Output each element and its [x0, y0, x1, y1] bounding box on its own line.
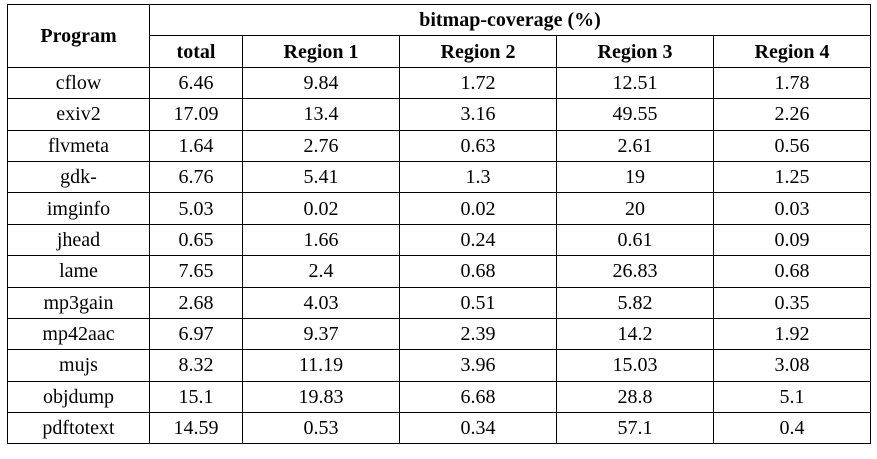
region-3-cell: 15.03 [556, 349, 714, 382]
total-cell: 17.09 [149, 98, 243, 131]
program-column-header: Program [7, 4, 150, 68]
region-4-cell: 3.08 [712, 349, 872, 382]
table-row: cflow 6.46 9.84 1.72 12.51 1.78 [7, 66, 872, 100]
table-row: mp3gain 2.68 4.03 0.51 5.82 0.35 [7, 286, 872, 319]
region-4-cell: 0.56 [712, 129, 872, 162]
region-4-cell: 1.78 [712, 66, 872, 100]
region-3-cell: 19 [556, 160, 714, 194]
program-cell: imginfo [7, 192, 150, 225]
table-row: jhead 0.65 1.66 0.24 0.61 0.09 [7, 223, 872, 257]
region-4-cell: 5.1 [712, 380, 872, 414]
program-cell: jhead [7, 223, 150, 257]
total-cell: 6.97 [149, 317, 243, 351]
total-cell: 2.68 [149, 286, 243, 319]
region-1-cell: 9.37 [242, 317, 400, 351]
total-cell: 0.65 [149, 223, 243, 257]
region-2-cell: 0.68 [399, 255, 557, 288]
region-1-cell: 9.84 [242, 66, 400, 100]
region-1-cell: 0.53 [242, 412, 400, 445]
region-1-cell: 2.4 [242, 255, 400, 288]
program-cell: pdftotext [7, 412, 150, 445]
region-1-cell: 4.03 [242, 286, 400, 319]
column-header-region-2: Region 2 [399, 35, 557, 68]
region-1-cell: 11.19 [242, 349, 400, 382]
table-row: mujs 8.32 11.19 3.96 15.03 3.08 [7, 349, 872, 382]
table-row: pdftotext 14.59 0.53 0.34 57.1 0.4 [7, 412, 872, 445]
program-cell: mp42aac [7, 317, 150, 351]
region-3-cell: 57.1 [556, 412, 714, 445]
region-1-cell: 19.83 [242, 380, 400, 414]
table-header: Program bitmap-coverage (%) total Region… [7, 3, 872, 68]
total-cell: 7.65 [149, 255, 243, 288]
region-2-cell: 0.24 [399, 223, 557, 257]
region-1-cell: 2.76 [242, 129, 400, 162]
region-1-cell: 13.4 [242, 98, 400, 131]
region-4-cell: 0.35 [712, 286, 872, 319]
region-3-cell: 49.55 [556, 98, 714, 131]
total-cell: 5.03 [149, 192, 243, 225]
region-4-cell: 0.03 [712, 192, 872, 225]
program-cell: flvmeta [7, 129, 150, 162]
region-2-cell: 0.51 [399, 286, 557, 319]
total-cell: 15.1 [149, 380, 243, 414]
total-cell: 6.46 [149, 66, 243, 100]
table-body: cflow 6.46 9.84 1.72 12.51 1.78 exiv2 17.09 13.4… [7, 66, 872, 445]
region-3-cell: 20 [556, 192, 714, 225]
column-header-total: total [149, 35, 243, 68]
program-cell: exiv2 [7, 98, 150, 131]
header-row-group: Program bitmap-coverage (%) [7, 3, 872, 68]
region-3-cell: 26.83 [556, 255, 714, 288]
table-row: gdk- 6.76 5.41 1.3 19 1.25 [7, 160, 872, 194]
total-cell: 8.32 [149, 349, 243, 382]
program-cell: cflow [7, 66, 150, 100]
total-cell: 6.76 [149, 160, 243, 194]
region-4-cell: 2.26 [712, 98, 872, 131]
region-2-cell: 1.3 [399, 160, 557, 194]
total-cell: 14.59 [149, 412, 243, 445]
region-3-cell: 5.82 [556, 286, 714, 319]
region-2-cell: 6.68 [399, 380, 557, 414]
column-header-region-1: Region 1 [242, 35, 400, 68]
region-2-cell: 0.34 [399, 412, 557, 445]
program-cell: objdump [7, 380, 150, 414]
region-2-cell: 0.63 [399, 129, 557, 162]
table-row: imginfo 5.03 0.02 0.02 20 0.03 [7, 192, 872, 225]
region-2-cell: 3.96 [399, 349, 557, 382]
region-2-cell: 2.39 [399, 317, 557, 351]
region-3-cell: 14.2 [556, 317, 714, 351]
program-cell: lame [7, 255, 150, 288]
table-row: mp42aac 6.97 9.37 2.39 14.2 1.92 [7, 317, 872, 351]
region-4-cell: 1.25 [712, 160, 872, 194]
column-header-region-4: Region 4 [712, 35, 872, 68]
region-4-cell: 0.09 [712, 223, 872, 257]
coverage-table: Program bitmap-coverage (%) total Region… [7, 3, 872, 445]
table-row: flvmeta 1.64 2.76 0.63 2.61 0.56 [7, 129, 872, 162]
region-2-cell: 0.02 [399, 192, 557, 225]
region-4-cell: 0.4 [712, 412, 872, 445]
program-cell: mp3gain [7, 286, 150, 319]
header-row-columns: total Region 1 Region 2 Region 3 Region … [8, 35, 872, 68]
region-4-cell: 1.92 [712, 317, 872, 351]
column-header-region-3: Region 3 [556, 35, 714, 68]
region-1-cell: 1.66 [242, 223, 400, 257]
region-3-cell: 28.8 [556, 380, 714, 414]
table-row: exiv2 17.09 13.4 3.16 49.55 2.26 [7, 98, 872, 131]
program-cell: gdk- [7, 160, 150, 194]
region-4-cell: 0.68 [712, 255, 872, 288]
coverage-group-header: bitmap-coverage (%) [148, 3, 872, 37]
region-3-cell: 12.51 [556, 66, 714, 100]
region-2-cell: 3.16 [399, 98, 557, 131]
region-3-cell: 2.61 [556, 129, 714, 162]
table-row: objdump 15.1 19.83 6.68 28.8 5.1 [7, 380, 872, 414]
program-cell: mujs [7, 349, 150, 382]
region-1-cell: 0.02 [242, 192, 400, 225]
region-1-cell: 5.41 [242, 160, 400, 194]
total-cell: 1.64 [149, 129, 243, 162]
table-row: lame 7.65 2.4 0.68 26.83 0.68 [7, 255, 872, 288]
region-2-cell: 1.72 [399, 66, 557, 100]
region-3-cell: 0.61 [556, 223, 714, 257]
